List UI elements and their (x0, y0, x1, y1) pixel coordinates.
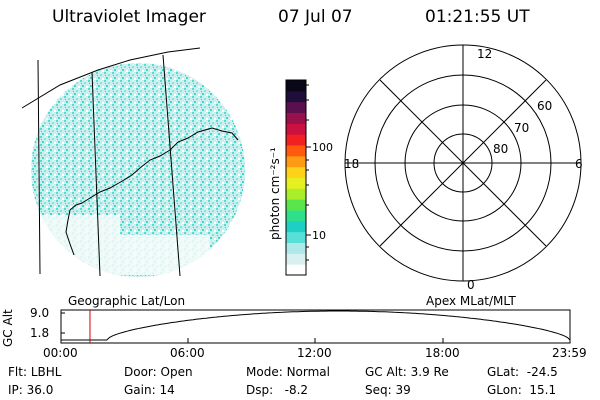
colorbar-segment (286, 101, 306, 113)
info-door: Door: Open (124, 365, 193, 379)
info-flt: Flt: LBHL (8, 365, 62, 379)
time-tick-2359: 23:59 (552, 346, 587, 360)
colorbar-segment (286, 166, 306, 178)
colorbar: 100 10 photon cm⁻²s⁻¹ (268, 79, 333, 276)
colorbar-segment (286, 80, 306, 92)
colorbar-unit-label: photon cm⁻²s⁻¹ (268, 147, 282, 240)
time-tick-1200: 12:00 (297, 346, 332, 360)
altitude-timeline (60, 309, 571, 344)
polar-panel-caption: Apex MLat/MLT (426, 294, 516, 308)
info-mode: Mode: Normal (246, 365, 330, 379)
info-ip: IP: 36.0 (8, 383, 54, 397)
mlt-label-18: 18 (344, 157, 359, 171)
alt-tick-9: 9.0 (30, 306, 50, 320)
colorbar-segment (286, 188, 306, 200)
colorbar-segment (286, 231, 306, 243)
time-tick-0600: 06:00 (170, 346, 205, 360)
mlat-label-80: 80 (493, 142, 508, 156)
mlat-label-70: 70 (514, 121, 529, 135)
colorbar-segment (286, 155, 306, 168)
polar-plot (344, 44, 582, 282)
info-gc-alt: GC Alt: 3.9 Re (365, 365, 449, 379)
app-title: Ultraviolet Imager (52, 7, 206, 27)
time-tick-0000: 00:00 (43, 346, 78, 360)
mlt-label-0: 0 (467, 278, 475, 292)
mlt-label-12: 12 (477, 47, 492, 61)
colorbar-segment (286, 123, 306, 135)
colorbar-segment (286, 253, 306, 265)
info-glat: GLat: -24.5 (487, 365, 558, 379)
date-label: 07 Jul 07 (278, 7, 353, 27)
mlt-label-6: 6 (575, 157, 583, 171)
alt-axis-label: GC Alt (1, 309, 15, 347)
colorbar-segment (286, 264, 306, 276)
info-dsp: Dsp: -8.2 (246, 383, 309, 397)
info-gain: Gain: 14 (124, 383, 175, 397)
colorbar-segment (286, 90, 306, 103)
colorbar-segment (286, 145, 306, 157)
time-label: 01:21:55 UT (425, 7, 530, 27)
colorbar-segment (286, 177, 306, 189)
alt-tick-1-8: 1.8 (30, 326, 50, 340)
colorbar-segment (286, 134, 306, 146)
geo-panel-caption: Geographic Lat/Lon (68, 294, 186, 308)
geo-grid-lines (21, 47, 239, 277)
colorbar-segment (286, 199, 306, 211)
colorbar-segment (286, 220, 306, 233)
colorbar-segment (286, 242, 306, 254)
colorbar-segment (286, 112, 306, 124)
info-seq: Seq: 39 (365, 383, 411, 397)
info-glon: GLon: 15.1 (487, 383, 557, 397)
colorbar-segment (286, 210, 306, 222)
mlat-label-60: 60 (537, 99, 552, 113)
time-tick-1800: 18:00 (425, 346, 460, 360)
colorbar-tick-100: 100 (312, 141, 333, 154)
colorbar-tick-10: 10 (312, 229, 326, 242)
